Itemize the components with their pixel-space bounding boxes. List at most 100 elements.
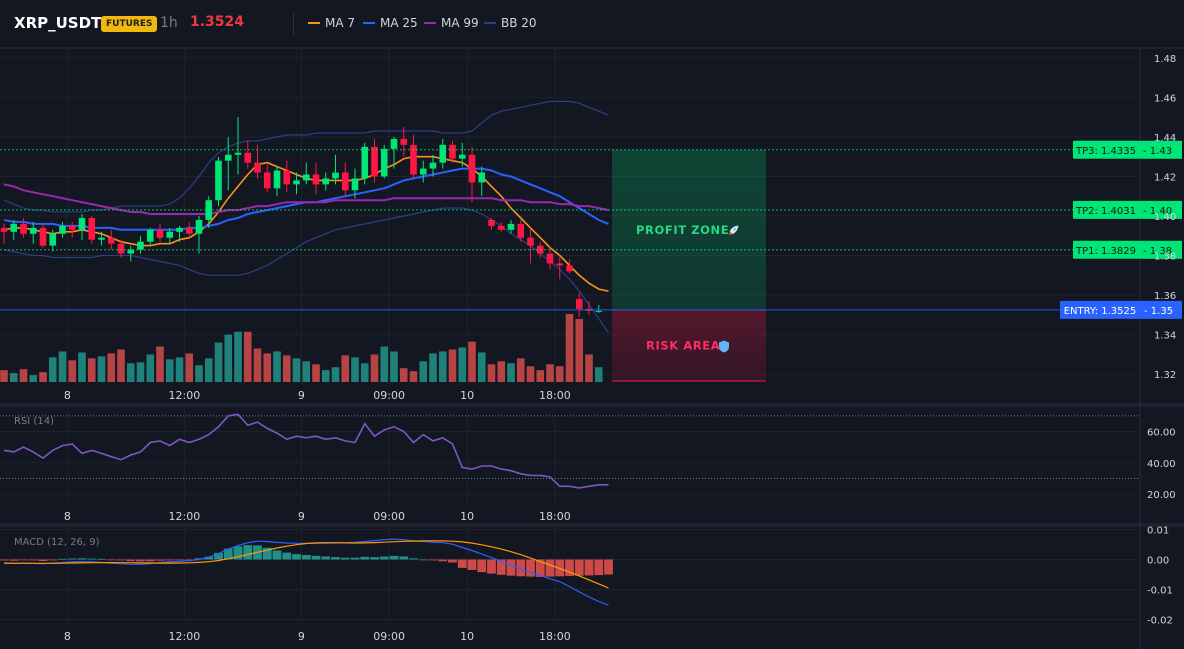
candle[interactable] <box>166 227 174 244</box>
candle[interactable] <box>419 160 427 183</box>
price-tick-label: 1.48 <box>1154 54 1176 65</box>
candle[interactable] <box>215 156 222 207</box>
trade-zones: PROFIT ZONE RISK AREA <box>612 149 766 382</box>
candle-body <box>566 265 573 272</box>
candle[interactable] <box>205 196 213 228</box>
volume-bar <box>516 358 525 382</box>
candle[interactable] <box>263 164 271 193</box>
macd-histogram-bar <box>116 559 126 561</box>
volume-bar <box>438 351 447 382</box>
candle[interactable] <box>29 221 37 244</box>
legend-item-ma99[interactable]: MA 99 <box>424 16 479 30</box>
candle-body <box>380 148 388 177</box>
candle[interactable] <box>0 223 8 244</box>
candle[interactable] <box>195 216 203 254</box>
candle[interactable] <box>322 172 330 191</box>
timeframe-label[interactable]: 1h <box>160 15 178 31</box>
candle[interactable] <box>400 127 408 157</box>
candle[interactable] <box>156 223 164 242</box>
time-tick-label: 18:00 <box>539 510 571 523</box>
price-tick-label: 1.42 <box>1154 172 1176 183</box>
price-axes[interactable]: 1.48 1.46 1.44 1.42 1.40 1.38 1.36 1.34 1.32 60.0… <box>1147 54 1176 627</box>
volume-bar <box>126 363 135 382</box>
rsi-tick-label: 20.00 <box>1147 490 1176 501</box>
candle[interactable] <box>176 225 183 242</box>
candle[interactable] <box>410 134 417 179</box>
candle[interactable] <box>244 140 252 169</box>
candle[interactable] <box>449 140 456 163</box>
time-axes[interactable]: 8 12:00 9 09:00 10 18:00 8 12:00 9 09:00 10 18:00 8 1… <box>64 389 571 643</box>
candlesticks[interactable] <box>0 117 603 317</box>
candle[interactable] <box>361 142 369 185</box>
candle-body <box>254 162 261 173</box>
candle[interactable] <box>20 217 27 238</box>
candle[interactable] <box>224 136 232 191</box>
candle[interactable] <box>146 227 154 246</box>
candle[interactable] <box>575 293 583 317</box>
macd-tick-label: 0.01 <box>1147 526 1169 537</box>
macd-histogram-bar <box>535 559 545 577</box>
candle[interactable] <box>371 138 378 183</box>
rsi-pane[interactable]: RSI (14) <box>0 413 1140 489</box>
candle[interactable] <box>234 117 242 175</box>
macd-histogram-bar <box>457 559 467 568</box>
ma99-line <box>3 183 609 215</box>
candle[interactable] <box>302 162 310 185</box>
candle[interactable] <box>312 162 320 195</box>
candle[interactable] <box>10 219 18 240</box>
candle[interactable] <box>351 168 359 199</box>
candle[interactable] <box>497 221 505 232</box>
candle[interactable] <box>293 172 300 195</box>
candle[interactable] <box>527 227 534 264</box>
macd-histogram-bar <box>204 556 214 560</box>
volume-bar <box>341 355 350 382</box>
candle[interactable] <box>117 239 125 258</box>
candle[interactable] <box>332 154 339 185</box>
candle[interactable] <box>39 223 47 248</box>
candle[interactable] <box>283 160 291 193</box>
macd-histogram-bar <box>292 554 301 560</box>
time-tick-label: 9 <box>298 389 305 402</box>
candle[interactable] <box>341 162 349 197</box>
candle[interactable] <box>439 138 447 169</box>
legend-item-ma25[interactable]: MA 25 <box>363 16 418 30</box>
candle[interactable] <box>458 142 466 167</box>
candle[interactable] <box>478 166 486 197</box>
candle[interactable] <box>98 231 105 246</box>
candle[interactable] <box>468 146 476 203</box>
candle[interactable] <box>78 214 86 240</box>
candle[interactable] <box>390 136 398 169</box>
candle[interactable] <box>273 166 281 197</box>
candle[interactable] <box>380 144 388 179</box>
candle-body <box>439 144 447 163</box>
candle[interactable] <box>88 216 96 244</box>
volume-bar <box>234 331 242 382</box>
candle[interactable] <box>595 304 603 313</box>
tp1-level-tag[interactable] <box>1073 240 1139 259</box>
volume-bar <box>107 353 116 382</box>
candle[interactable] <box>566 259 573 274</box>
candle[interactable] <box>49 229 57 252</box>
candle[interactable] <box>185 221 193 236</box>
symbol-name[interactable]: XRP_USDT <box>14 14 102 32</box>
macd-pane[interactable]: MACD (12, 26, 9) <box>0 537 613 606</box>
candle[interactable] <box>556 255 564 280</box>
candle[interactable] <box>107 229 115 250</box>
candle[interactable] <box>488 217 495 230</box>
candle[interactable] <box>254 144 261 179</box>
candle[interactable] <box>68 221 76 238</box>
legend-item-ma7[interactable]: MA 7 <box>308 16 355 30</box>
legend-item-bb20[interactable]: BB 20 <box>484 16 537 30</box>
tp2-level-tag[interactable] <box>1073 200 1139 219</box>
candle[interactable] <box>137 235 144 254</box>
entry-level-tag[interactable] <box>1060 300 1140 319</box>
tp3-level-tag[interactable] <box>1073 140 1139 159</box>
candle[interactable] <box>517 219 525 242</box>
candle[interactable] <box>127 245 135 262</box>
candle-body <box>68 225 76 230</box>
macd-histogram-bar <box>58 558 67 560</box>
candle[interactable] <box>429 154 437 177</box>
candle[interactable] <box>59 221 66 238</box>
candle[interactable] <box>507 219 515 234</box>
